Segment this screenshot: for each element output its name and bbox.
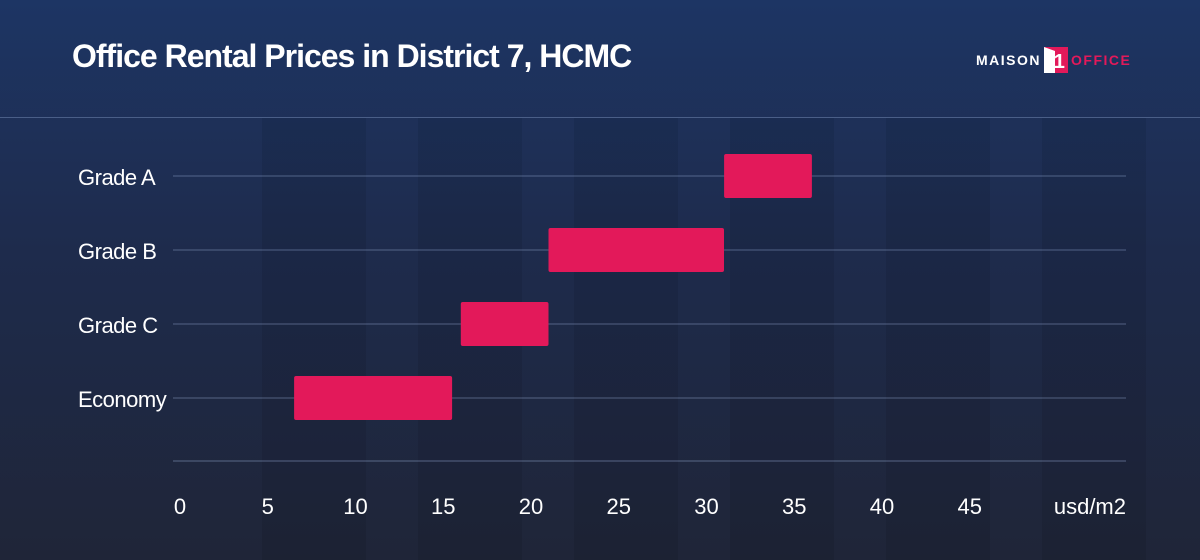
x-tick-label: 25: [607, 494, 631, 519]
price-range-bar: [549, 228, 725, 272]
price-range-bar: [724, 154, 812, 198]
x-tick-label: 40: [870, 494, 894, 519]
x-tick-label: 10: [343, 494, 367, 519]
x-tick-label: 15: [431, 494, 455, 519]
x-tick-label: 45: [958, 494, 982, 519]
x-tick-label: 35: [782, 494, 806, 519]
price-range-bar: [461, 302, 549, 346]
x-tick-label: 0: [174, 494, 186, 519]
category-label: Grade C: [78, 313, 158, 338]
x-tick-label: 20: [519, 494, 543, 519]
category-label: Grade A: [78, 165, 156, 190]
x-tick-label: 30: [694, 494, 718, 519]
category-label: Grade B: [78, 239, 156, 264]
price-range-bar: [294, 376, 452, 420]
x-axis-unit-label: usd/m2: [1054, 494, 1126, 519]
category-label: Economy: [78, 387, 167, 412]
x-tick-label: 5: [262, 494, 274, 519]
